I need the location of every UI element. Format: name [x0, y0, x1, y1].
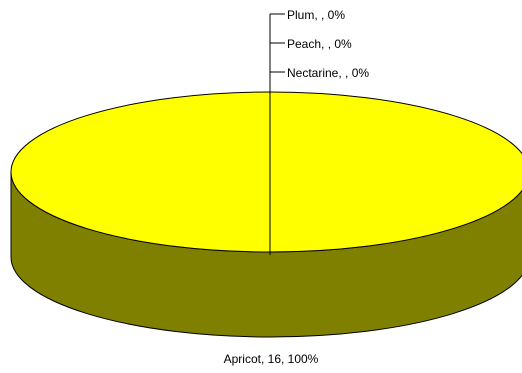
data-label-nectarine: Nectarine, , 0% — [287, 66, 369, 80]
data-labels-group: Apricot, 16, 100% Nectarine, , 0% Peach,… — [224, 8, 370, 366]
data-label-peach: Peach, , 0% — [287, 37, 352, 51]
pie-top-group — [10, 91, 522, 253]
slice-apricot — [10, 91, 522, 253]
data-label-plum: Plum, , 0% — [287, 8, 345, 22]
leader-lines-group — [269, 13, 285, 255]
data-label-apricot: Apricot, 16, 100% — [224, 352, 319, 366]
